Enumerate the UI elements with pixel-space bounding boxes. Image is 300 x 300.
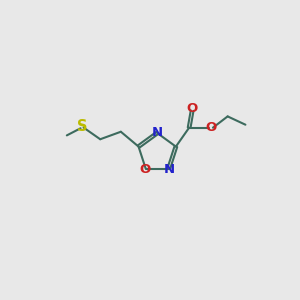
- Text: N: N: [152, 126, 163, 139]
- Text: O: O: [140, 163, 151, 176]
- Text: N: N: [164, 163, 175, 176]
- Text: S: S: [77, 119, 88, 134]
- Text: O: O: [187, 102, 198, 115]
- Text: O: O: [206, 122, 217, 134]
